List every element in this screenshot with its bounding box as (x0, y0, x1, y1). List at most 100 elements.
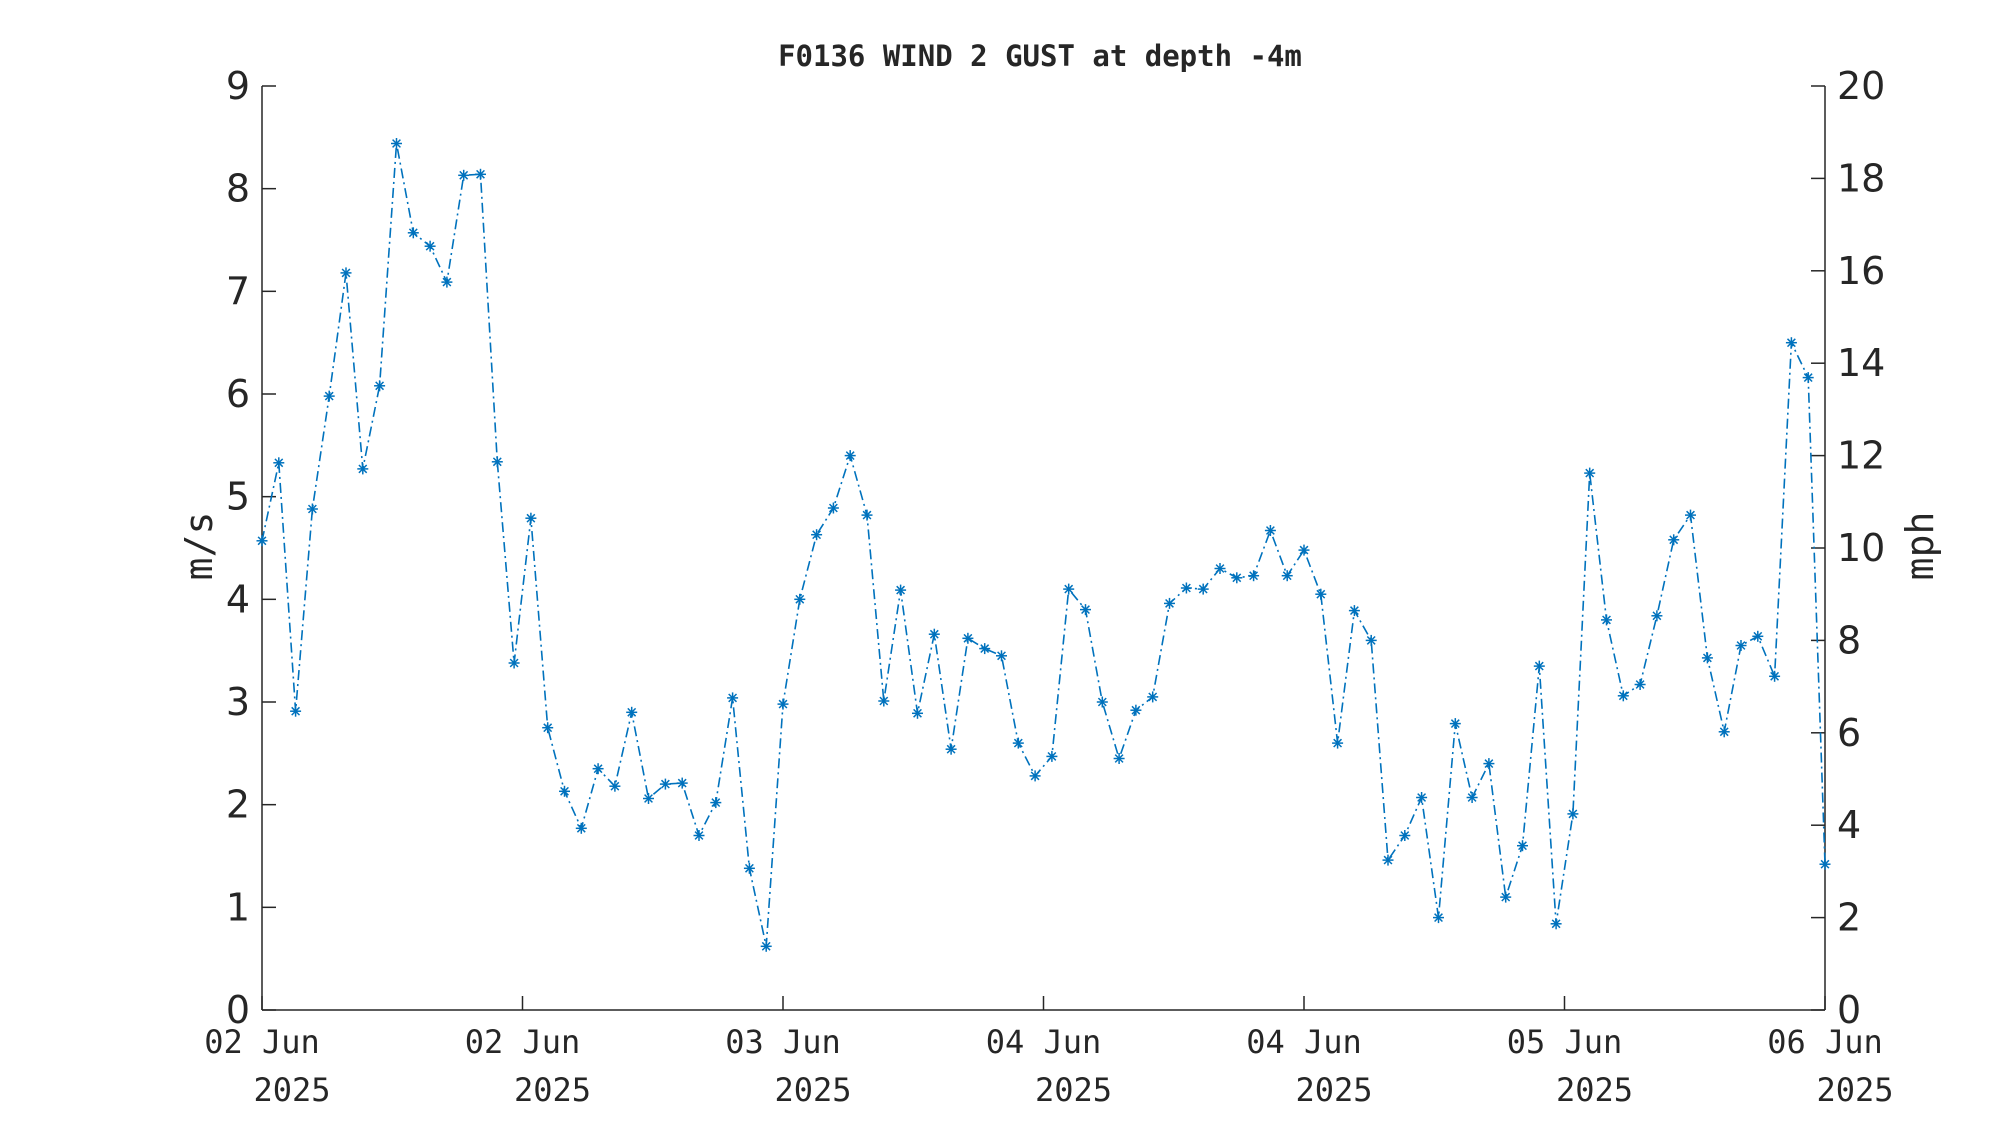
data-point (1752, 630, 1764, 642)
data-point (491, 456, 503, 468)
y-tick-label: 9 (226, 64, 250, 108)
data-point (1416, 792, 1428, 803)
series-line (261, 143, 1826, 947)
y-axis-label-right: mph (1898, 512, 1942, 581)
data-point (1180, 582, 1192, 594)
y-tick-label: 1 (226, 885, 250, 929)
right-y-tick-label: 12 (1837, 434, 1885, 478)
data-point (1769, 670, 1781, 682)
data-point (441, 276, 453, 288)
data-point (760, 940, 772, 952)
data-point (256, 535, 268, 547)
data-point (1080, 604, 1091, 616)
data-point (1063, 583, 1075, 595)
x-tick-label-year: 2025 (1556, 1071, 1633, 1109)
right-y-tick-label: 2 (1837, 896, 1861, 940)
data-point (1248, 570, 1260, 582)
y-tick-label: 3 (226, 680, 250, 724)
data-point (1735, 640, 1747, 651)
data-point (424, 240, 436, 252)
data-point (1466, 792, 1478, 803)
x-tick-label-year: 2025 (253, 1071, 330, 1109)
data-point (1348, 605, 1360, 617)
data-point (1668, 534, 1680, 546)
x-tick-label-day: 05 Jun (1507, 1023, 1623, 1061)
x-tick-label-day: 02 Jun (204, 1023, 320, 1061)
data-point (1298, 544, 1310, 556)
data-point (1382, 854, 1394, 866)
right-y-tick-label: 16 (1837, 249, 1885, 293)
right-y-tick-label: 4 (1837, 803, 1861, 847)
data-point (1584, 467, 1596, 479)
data-point (340, 267, 352, 279)
data-point (1785, 337, 1797, 349)
data-point (1651, 610, 1663, 622)
data-point (407, 227, 419, 239)
right-y-tick-label: 10 (1837, 526, 1885, 570)
data-point (928, 628, 940, 640)
y-tick-label: 4 (226, 577, 250, 621)
data-point (895, 584, 907, 596)
y-tick-label: 0 (226, 988, 250, 1032)
x-tick-label-day: 03 Jun (725, 1023, 841, 1061)
data-point (1130, 704, 1142, 716)
data-point (391, 138, 402, 149)
x-tick-label-year: 2025 (1295, 1071, 1372, 1109)
data-point (996, 650, 1007, 662)
data-point (1601, 614, 1612, 626)
data-point (1231, 572, 1243, 584)
chart-title: F0136 WIND 2 GUST at depth -4m (778, 39, 1302, 73)
axes (261, 86, 1826, 1011)
y-tick-label: 2 (226, 783, 250, 827)
data-point (559, 785, 570, 797)
data-point (710, 797, 722, 809)
y-axis-label-left: m/s (177, 512, 221, 581)
y-tick-label: 7 (226, 269, 250, 313)
data-point (1264, 525, 1276, 536)
x-tick-label-day: 04 Jun (1246, 1023, 1362, 1061)
data-point (458, 169, 470, 181)
data-point (1567, 808, 1579, 820)
data-point (323, 390, 335, 402)
data-point (878, 695, 890, 707)
right-y-tick-label: 20 (1837, 64, 1885, 108)
data-point (794, 593, 806, 605)
data-point (1449, 718, 1461, 730)
data-point (1164, 597, 1175, 609)
x-tick-label-day: 02 Jun (465, 1023, 581, 1061)
data-point (844, 450, 856, 462)
data-point (1718, 726, 1730, 738)
data-point (1197, 583, 1209, 595)
right-y-tick-label: 8 (1837, 618, 1861, 662)
data-point (979, 643, 991, 655)
data-point (1500, 891, 1512, 903)
x-tick-label-day: 04 Jun (986, 1023, 1102, 1061)
data-point (912, 707, 923, 719)
data-point (357, 463, 369, 475)
data-point (1147, 691, 1159, 703)
data-point (575, 822, 587, 834)
data-point (1533, 660, 1545, 672)
left-y-axis: 0 1 2 3 4 5 6 7 8 9 (226, 64, 276, 1032)
x-tick-label-year: 2025 (1816, 1071, 1893, 1109)
x-axis: 02 Jun 2025 02 Jun 2025 03 Jun 2025 04 Jun 2025… (204, 996, 1894, 1109)
data-point (777, 698, 789, 710)
data-point (626, 706, 638, 718)
x-tick-label-year: 2025 (1035, 1071, 1112, 1109)
data-point (290, 705, 302, 717)
data-point (592, 763, 604, 775)
data-point (1365, 634, 1377, 646)
data-point (1096, 696, 1108, 708)
x-tick-label-year: 2025 (774, 1071, 851, 1109)
data-point (475, 168, 486, 180)
right-y-axis: 0 2 4 6 8 10 12 14 16 18 20 (1811, 64, 1885, 1032)
data-point (508, 657, 520, 669)
data-point (1701, 652, 1713, 664)
data-point (727, 692, 739, 704)
series (256, 138, 1831, 952)
data-point (542, 722, 554, 734)
right-y-tick-label: 14 (1837, 341, 1885, 385)
data-point (1012, 737, 1024, 749)
data-point (1332, 737, 1344, 749)
data-point (1819, 858, 1831, 870)
